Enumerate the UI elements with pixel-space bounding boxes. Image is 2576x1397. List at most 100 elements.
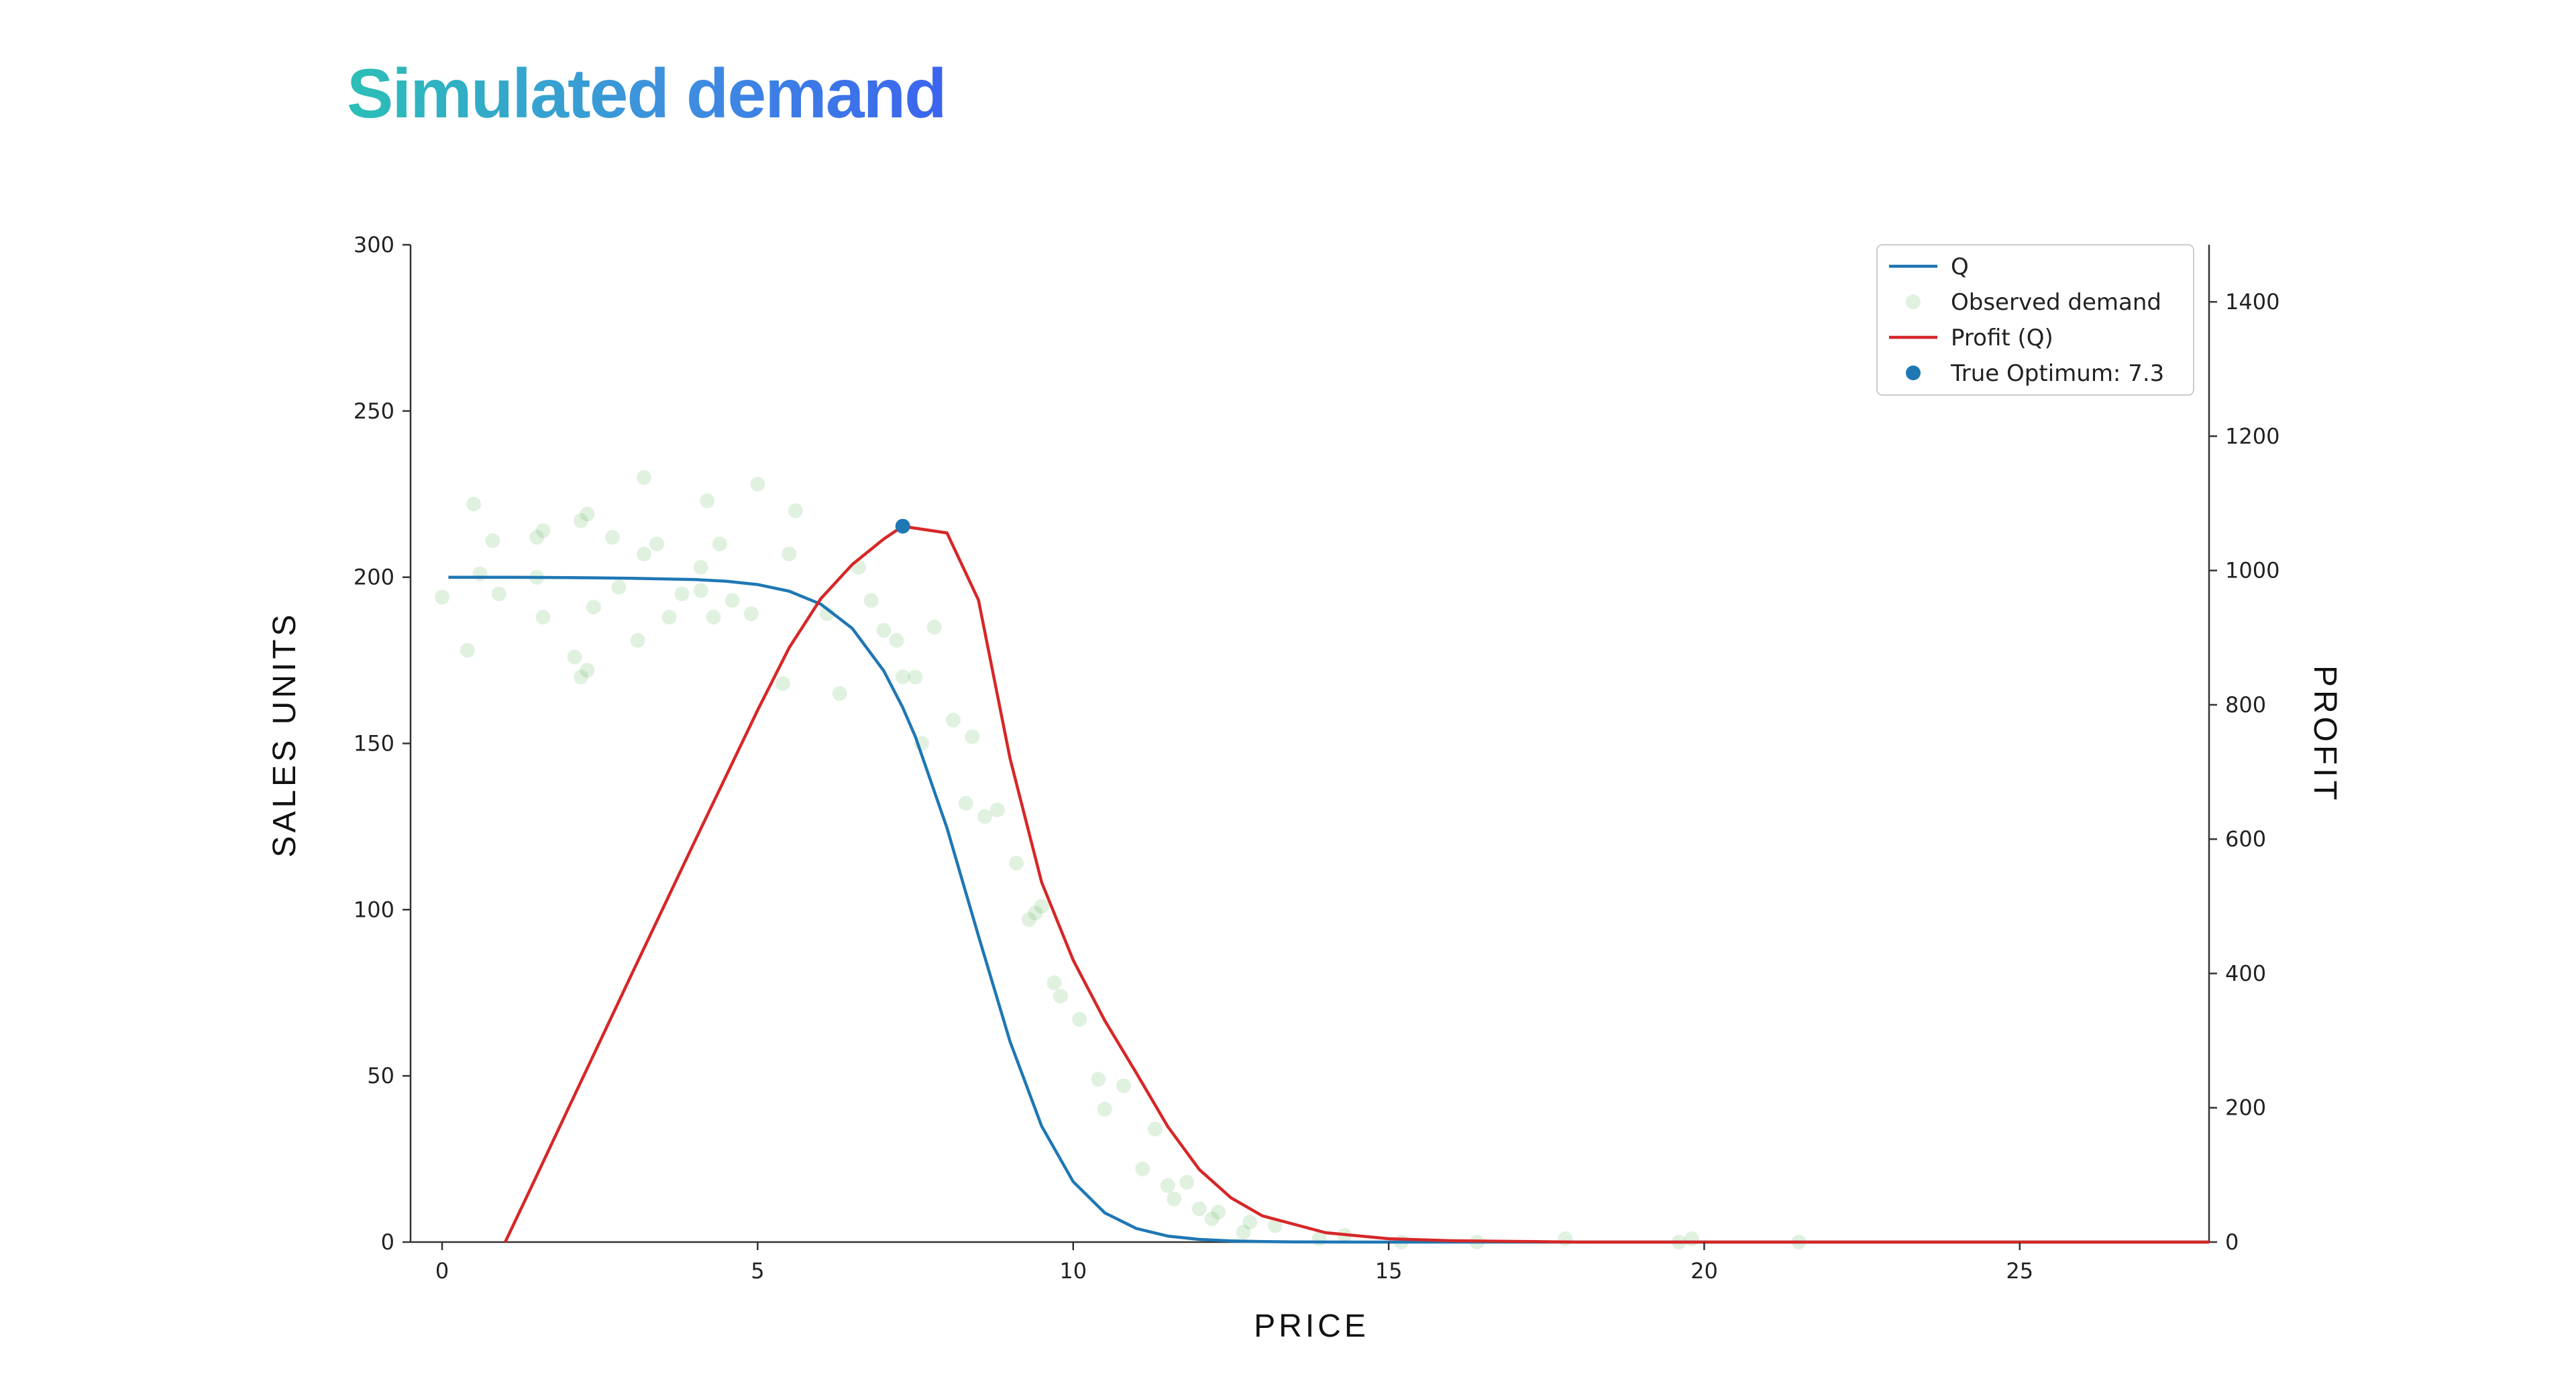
q-line xyxy=(448,575,2209,1244)
observed-demand-point xyxy=(1028,905,1043,921)
y2-axis-label: PROFIT xyxy=(2307,665,2343,803)
observed-demand-point xyxy=(573,669,588,685)
observed-demand-point xyxy=(535,610,551,625)
observed-demand-point xyxy=(460,642,475,658)
observed-demand-point xyxy=(693,559,708,575)
observed-demand-point xyxy=(946,712,961,728)
observed-demand-point xyxy=(567,649,582,665)
y-axis-label: SALES UNITS xyxy=(267,611,303,857)
observed-demand-point xyxy=(674,586,690,602)
observed-demand-point xyxy=(1160,1178,1175,1193)
observed-demand-point xyxy=(1034,899,1049,914)
y2-tick-label: 0 xyxy=(2225,1229,2239,1255)
observed-demand-point xyxy=(895,669,910,685)
observed-demand-point xyxy=(630,632,645,648)
y-tick-label: 0 xyxy=(381,1229,394,1255)
y2-tick-label: 200 xyxy=(2225,1095,2266,1121)
observed-demand-point xyxy=(743,606,759,622)
y2-tick-label: 1400 xyxy=(2225,289,2279,315)
observed-demand-point xyxy=(832,686,847,702)
legend-label: True Optimum: 7.3 xyxy=(1950,360,2164,387)
observed-demand-point xyxy=(958,795,973,811)
observed-demand-point xyxy=(611,579,627,595)
observed-demand-point xyxy=(1135,1161,1150,1176)
observed-demand-point xyxy=(535,523,551,539)
observed-demand-point xyxy=(693,583,708,598)
observed-demand-point xyxy=(529,530,545,545)
observed-demand-point xyxy=(1072,1011,1087,1027)
observed-demand-point xyxy=(1046,975,1062,991)
observed-demand-point xyxy=(876,622,892,638)
observed-demand-point xyxy=(1167,1191,1182,1207)
observed-demand-point xyxy=(1148,1121,1163,1137)
x-tick-label: 20 xyxy=(1690,1258,1718,1284)
observed-demand-point xyxy=(788,503,803,518)
legend-label: Observed demand xyxy=(1951,289,2161,316)
observed-demand-point xyxy=(580,663,595,678)
page-title: Simulated demand xyxy=(347,52,947,136)
observed-demand-point xyxy=(472,566,488,581)
observed-demand-point xyxy=(649,537,664,552)
y-tick-label: 300 xyxy=(354,232,394,258)
observed-demand-point xyxy=(775,676,791,691)
y-tick-label: 200 xyxy=(354,565,394,590)
observed-demand-point xyxy=(435,590,450,605)
observed-demand-point xyxy=(1204,1211,1220,1227)
legend-label: Q xyxy=(1951,254,1969,280)
observed-demand-point xyxy=(1684,1231,1699,1247)
y-tick-label: 250 xyxy=(354,398,394,424)
true-optimum-point xyxy=(895,518,910,534)
legend-label: Profit (Q) xyxy=(1951,325,2053,351)
y-tick-label: 100 xyxy=(354,897,394,922)
observed-demand-point xyxy=(1179,1174,1195,1190)
chart-legend: Q Observed demand Profit (Q) True Optimum: … xyxy=(1876,244,2194,396)
observed-demand-point xyxy=(863,593,879,608)
observed-demand-point xyxy=(661,610,677,625)
observed-demand-point xyxy=(605,530,621,545)
observed-demand-point xyxy=(965,729,980,744)
observed-demand-point xyxy=(889,632,904,648)
observed-demand-point xyxy=(485,533,500,549)
observed-demand-point xyxy=(1009,855,1024,871)
observed-demand-point xyxy=(637,469,652,485)
observed-demand-point xyxy=(989,802,1005,818)
legend-observed-swatch xyxy=(1906,294,1921,309)
observed-demand-point xyxy=(1558,1231,1573,1247)
legend-box xyxy=(1876,244,2194,396)
x-axis-label: PRICE xyxy=(1254,1308,1369,1344)
observed-demand-point xyxy=(466,496,482,512)
y2-tick-label: 800 xyxy=(2225,692,2266,718)
observed-demand-point xyxy=(637,546,652,561)
observed-demand-point xyxy=(926,620,942,635)
observed-demand-point xyxy=(1211,1205,1226,1220)
observed-demand-point xyxy=(706,610,721,625)
observed-demand-point xyxy=(586,600,601,615)
observed-demand-point xyxy=(1053,989,1068,1004)
observed-demand-layer xyxy=(435,469,1807,1249)
observed-demand-point xyxy=(908,669,923,685)
observed-demand-point xyxy=(750,476,765,492)
observed-demand-point xyxy=(712,537,727,552)
observed-demand-point xyxy=(700,493,715,508)
y-tick-label: 50 xyxy=(367,1063,394,1088)
observed-demand-point xyxy=(1116,1078,1131,1094)
lines-layer xyxy=(448,518,2209,1244)
observed-demand-point xyxy=(1091,1072,1106,1087)
observed-demand-point xyxy=(1097,1101,1112,1117)
y2-tick-label: 1200 xyxy=(2225,423,2279,449)
observed-demand-point xyxy=(491,586,506,602)
observed-demand-point xyxy=(782,546,797,561)
y2-tick-label: 400 xyxy=(2225,960,2266,986)
profit-line xyxy=(504,524,2209,1244)
x-tick-label: 10 xyxy=(1059,1258,1087,1284)
y2-tick-label: 1000 xyxy=(2225,558,2279,583)
observed-demand-point xyxy=(977,809,993,824)
ticks-layer: 0 5 10 15 20 25050100150200250300020040060080… xyxy=(354,232,2280,1284)
legend-optimum-swatch xyxy=(1906,366,1921,380)
observed-demand-point xyxy=(1236,1225,1251,1240)
x-tick-label: 25 xyxy=(2006,1258,2033,1284)
observed-demand-point xyxy=(724,593,740,608)
x-tick-label: 0 xyxy=(435,1258,449,1284)
y2-tick-label: 600 xyxy=(2225,826,2266,852)
